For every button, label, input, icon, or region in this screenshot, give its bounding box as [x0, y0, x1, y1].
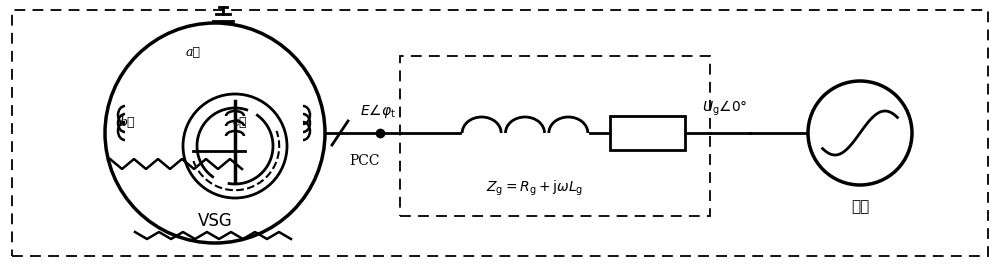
Text: $E\angle\varphi_{\rm t}$: $E\angle\varphi_{\rm t}$ [360, 102, 396, 120]
Text: VSG: VSG [198, 212, 232, 230]
Text: a相: a相 [186, 47, 200, 60]
Text: c相: c相 [233, 117, 247, 130]
Bar [610, 116, 685, 150]
Circle shape [183, 94, 287, 198]
Text: $U_{\rm g}\angle0°$: $U_{\rm g}\angle0°$ [702, 98, 748, 118]
Text: $Z_{\rm g}=R_{\rm g}+{\rm j}\omega L_{\rm g}$: $Z_{\rm g}=R_{\rm g}+{\rm j}\omega L_{\r… [486, 178, 584, 198]
Text: b相: b相 [119, 117, 135, 130]
Circle shape [105, 23, 325, 243]
Text: PCC: PCC [350, 154, 380, 168]
Circle shape [808, 81, 912, 185]
Text: 电网: 电网 [851, 200, 869, 214]
